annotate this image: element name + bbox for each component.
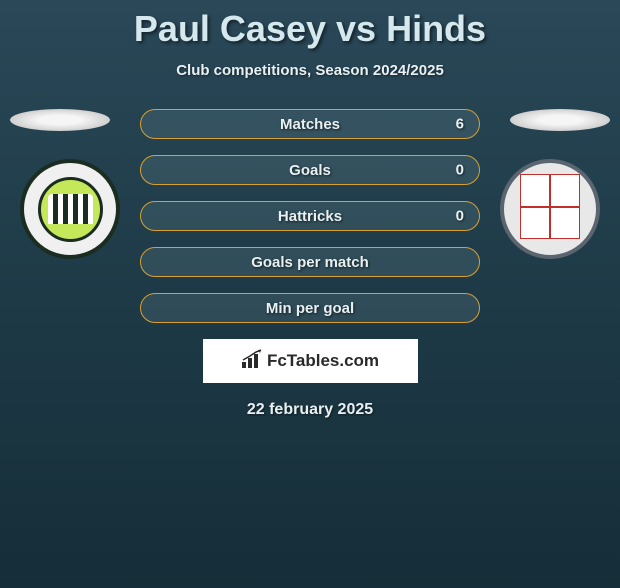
stat-label: Min per goal [266, 300, 354, 317]
left-team-badge [20, 159, 120, 259]
stat-row-goals: Goals 0 [140, 155, 480, 185]
stat-row-matches: Matches 6 [140, 109, 480, 139]
brand-name: FcTables.com [267, 351, 379, 371]
comparison-area: Matches 6 Goals 0 Hattricks 0 Goals per … [0, 109, 620, 419]
right-team-badge-inner [515, 174, 585, 244]
stat-row-hattricks: Hattricks 0 [140, 201, 480, 231]
subtitle: Club competitions, Season 2024/2025 [0, 62, 620, 79]
brand-logo-box: FcTables.com [203, 339, 418, 383]
left-player-marker [10, 109, 110, 131]
stat-label: Goals [289, 162, 331, 179]
shield-icon [520, 174, 580, 239]
stat-label: Matches [280, 116, 340, 133]
stat-value-right: 6 [456, 116, 464, 133]
chart-icon [241, 349, 263, 374]
stat-row-min-per-goal: Min per goal [140, 293, 480, 323]
date-text: 22 february 2025 [0, 401, 620, 419]
left-team-badge-inner [38, 177, 103, 242]
right-team-badge [500, 159, 600, 259]
page-title: Paul Casey vs Hinds [0, 8, 620, 50]
stat-label: Goals per match [251, 254, 369, 271]
stat-row-goals-per-match: Goals per match [140, 247, 480, 277]
stat-label: Hattricks [278, 208, 342, 225]
stats-list: Matches 6 Goals 0 Hattricks 0 Goals per … [140, 109, 480, 323]
right-player-marker [510, 109, 610, 131]
stat-value-right: 0 [456, 162, 464, 179]
stat-value-right: 0 [456, 208, 464, 225]
